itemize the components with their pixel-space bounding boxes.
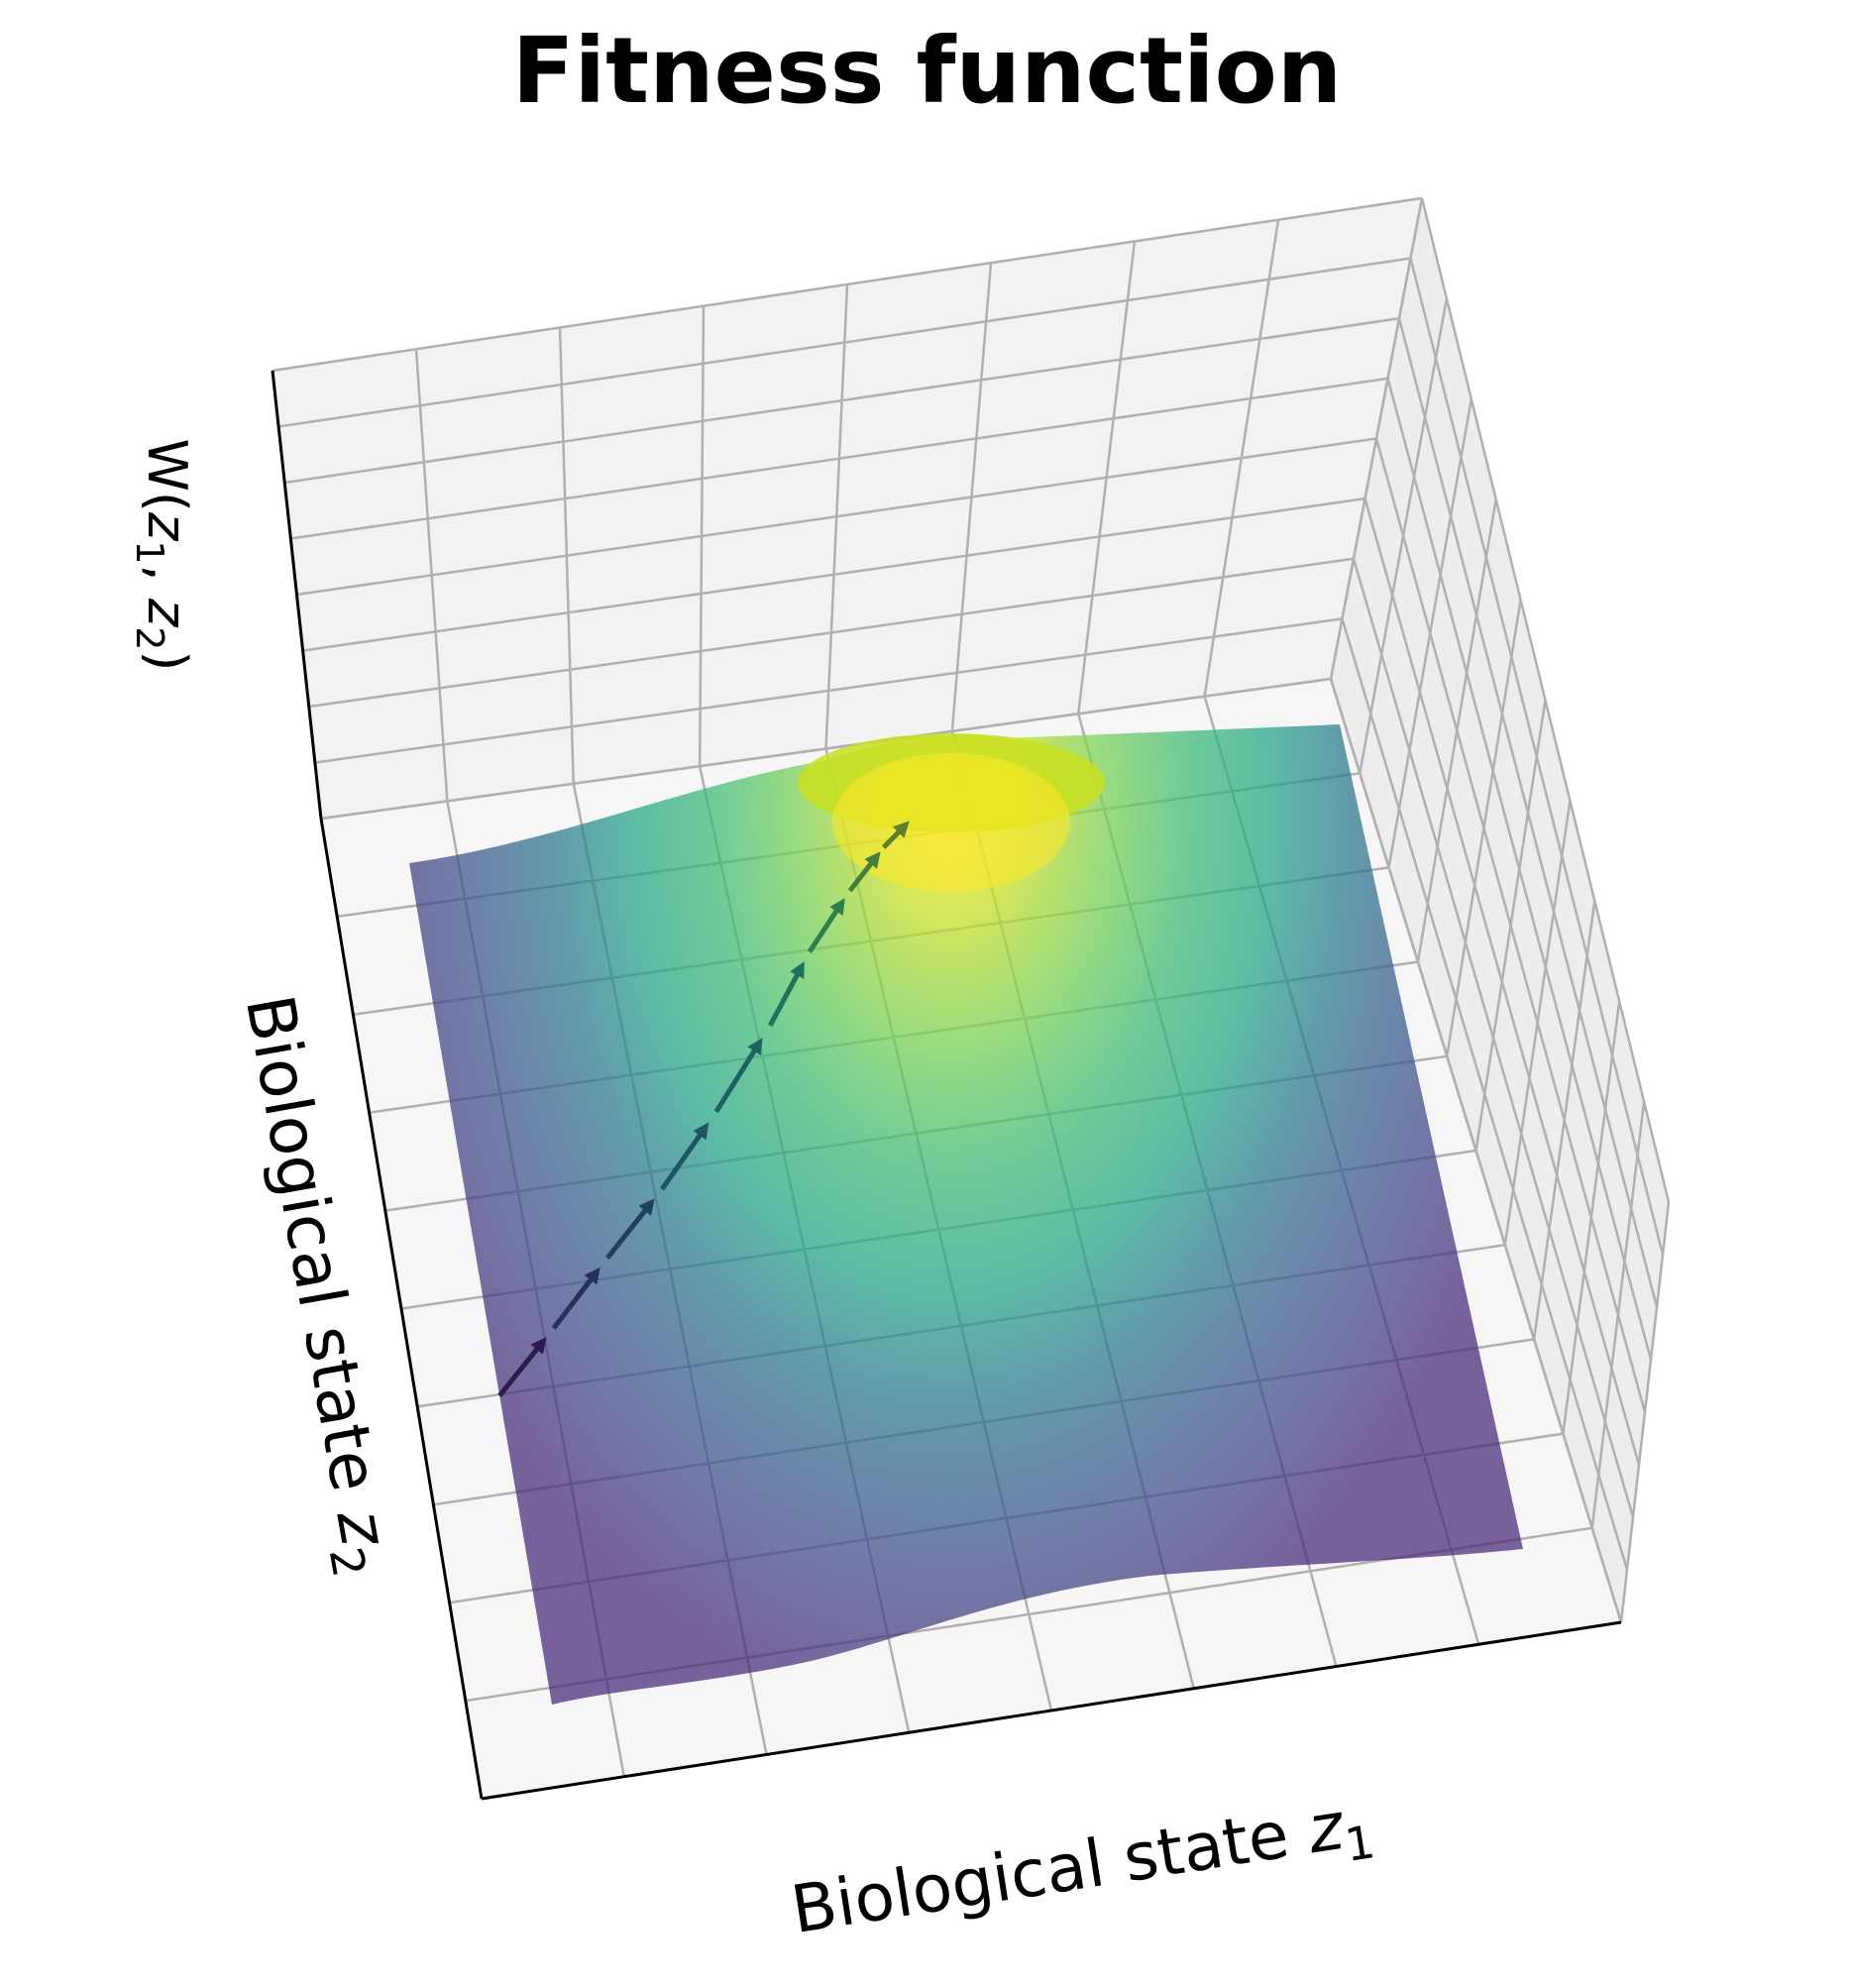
right-grid-z-51 [1397,317,1659,1308]
z-label-sub2: 2 [128,626,171,650]
trajectory-arrowhead-1 [584,1267,600,1285]
z-label-var2: z [136,598,198,628]
z-label-close: ) [136,650,198,671]
right-grid-z-55 [1352,558,1635,1518]
back-grid-z-29 [272,196,1423,373]
right-grid-z-50 [1409,258,1665,1256]
svg-text:W(z1, z2): W(z1, z2) [128,439,198,672]
trajectory-arrowhead-6 [829,898,845,916]
z-axis-label: W(z1, z2) [128,439,198,672]
fitness-peak-core [832,753,1070,892]
z-label-sep: , [136,565,198,599]
back-grid-z-32 [290,377,1388,540]
z-label-sub1: 1 [128,540,171,564]
fitness-surface [409,724,1523,1705]
trajectory-arrow-3 [659,1126,708,1191]
back-grid-z-34 [302,497,1365,652]
right-grid-z-53 [1374,438,1647,1413]
trajectory-arrows [497,821,910,1397]
trajectory-arrowhead-3 [693,1122,709,1141]
right-grid-z-52 [1386,378,1653,1361]
z-axis-line [271,370,323,820]
z-label-open: W( [136,439,198,512]
trajectory-arrow-1 [551,1270,600,1330]
trajectory-arrowhead-8 [892,821,910,838]
trajectory-arrow-4 [713,1041,762,1114]
trajectory-arrowhead-5 [790,961,805,979]
back-grid-z-30 [277,257,1411,428]
x-label-sub: 1 [1342,1815,1378,1872]
x-label-text: Biological state [787,1793,1315,1948]
back-grid-z-35 [308,557,1355,709]
trajectory-arrowhead-2 [638,1198,655,1216]
back-grid-z-36 [314,617,1343,764]
trajectory-arrow-0 [497,1340,545,1397]
right-grid-z-54 [1363,497,1641,1466]
trajectory-arrow-5 [768,965,805,1027]
z-label-var1: z [136,511,198,542]
right-grid-z-56 [1341,618,1629,1571]
trajectory-arrowhead-7 [864,851,881,869]
svg-text:Biological state z1: Biological state z1 [787,1784,1378,1957]
y-axis-line [319,818,484,1800]
chart-title: Fitness function [511,18,1343,124]
trajectory-arrowhead-0 [530,1337,547,1355]
x-axis-label: Biological state z1 [787,1784,1378,1957]
trajectory-arrow-2 [604,1201,653,1260]
back-grid-z-33 [296,437,1377,597]
trajectory-arrowhead-4 [747,1038,763,1055]
right-grid-z-57 [1329,678,1623,1623]
back-grid-z-31 [284,317,1400,485]
back-grid-z-37 [320,677,1332,821]
right-grid-z-49 [1420,197,1671,1203]
x-axis-line [481,1620,1622,1801]
